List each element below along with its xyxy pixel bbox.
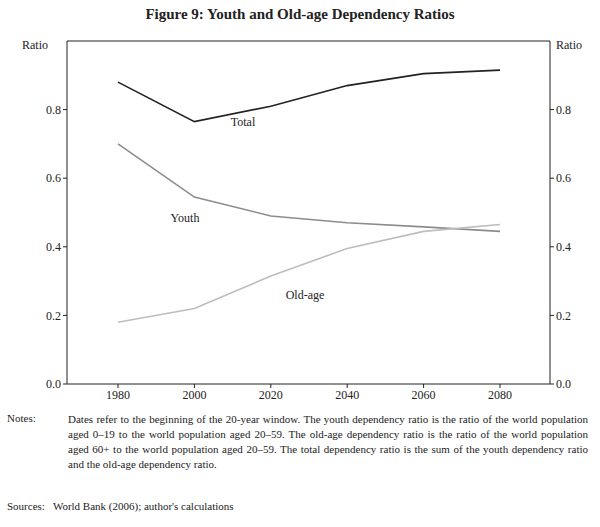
svg-text:1980: 1980 xyxy=(106,388,130,402)
svg-text:0.0: 0.0 xyxy=(556,377,571,391)
html-text:Total: Total xyxy=(230,115,256,129)
svg-text:2000: 2000 xyxy=(182,388,206,402)
svg-text:2060: 2060 xyxy=(412,388,436,402)
html-text:Ratio: Ratio xyxy=(556,38,582,52)
svg-text:0.4: 0.4 xyxy=(46,240,61,254)
svg-text:0.2: 0.2 xyxy=(556,309,571,323)
svg-text:0.2: 0.2 xyxy=(46,309,61,323)
svg-text:0.8: 0.8 xyxy=(556,103,571,117)
svg-text:0.6: 0.6 xyxy=(556,171,571,185)
svg-text:0.6: 0.6 xyxy=(46,171,61,185)
html-text:Notes:: Notes: xyxy=(7,412,36,424)
svg-text:0.4: 0.4 xyxy=(556,240,571,254)
svg-text:2040: 2040 xyxy=(335,388,359,402)
svg-text:0.0: 0.0 xyxy=(46,377,61,391)
html-text:Figure 9: Youth and Old-age De: Figure 9: Youth and Old-age Dependency R… xyxy=(145,6,455,22)
html-text:Youth: Youth xyxy=(170,211,200,225)
html-text:Dates refer to the beginning o: Dates refer to the beginning of the 20-y… xyxy=(68,413,588,470)
html-text:Ratio: Ratio xyxy=(22,38,48,52)
html-text:World Bank (2006); author's ca: World Bank (2006); author's calculations xyxy=(52,500,234,512)
svg-text:2020: 2020 xyxy=(259,388,283,402)
svg-text:0.8: 0.8 xyxy=(46,103,61,117)
html-text:Sources:: Sources: xyxy=(7,500,45,512)
svg-text:2080: 2080 xyxy=(488,388,512,402)
html-text:Old-age: Old-age xyxy=(285,288,325,302)
